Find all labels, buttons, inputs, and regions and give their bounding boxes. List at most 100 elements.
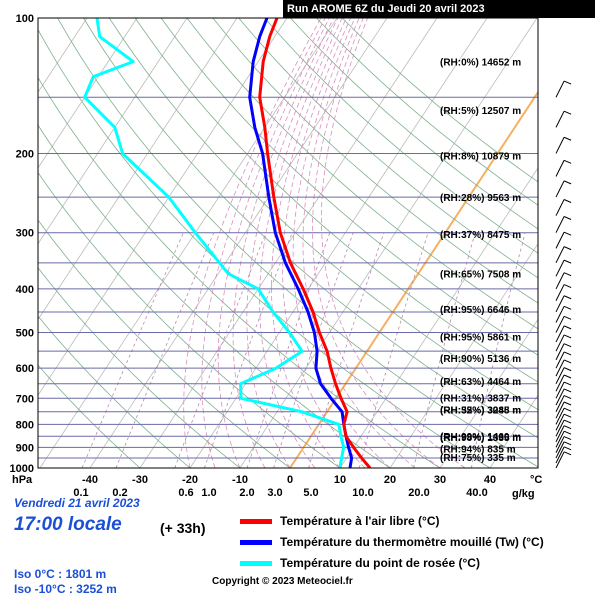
wind-barb	[555, 259, 565, 277]
wind-barb-flag	[563, 80, 572, 85]
wind-barb-flag	[563, 446, 572, 451]
temperature-tick-label: 20	[384, 474, 396, 486]
wind-barb-flag	[563, 272, 572, 277]
wind-barb	[555, 295, 565, 313]
level-rh-height-label: (RH:31%) 3837 m	[440, 393, 521, 404]
wind-barb-flag	[563, 284, 572, 289]
wind-barb-flag	[563, 159, 572, 164]
level-rh-height-label: (RH:94%) 835 m	[440, 444, 516, 455]
pressure-unit-label: hPa	[12, 474, 33, 486]
legend-label-wet-bulb: Température du thermomètre mouillé (Tw) …	[280, 535, 544, 549]
wind-barb	[555, 430, 565, 448]
isotherm-line	[38, 18, 288, 396]
legend-swatch-wet-bulb	[240, 539, 272, 545]
isotherm-line	[38, 18, 238, 321]
wind-barb	[555, 316, 565, 333]
wind-barb	[555, 199, 565, 216]
legend-item-dewpoint: Température du point de rosée (°C)	[240, 555, 480, 571]
mixing-ratio-tick-label: 10.0	[352, 487, 373, 499]
wind-barb-flag	[563, 381, 572, 386]
temperature-tick-label: -10	[232, 474, 248, 486]
mixing-ratio-tick-label: 1.0	[201, 487, 216, 499]
pressure-tick-label: 900	[16, 442, 34, 454]
wind-barb-flag	[563, 295, 572, 300]
wind-barb	[555, 216, 565, 233]
run-title: Run AROME 6Z du Jeudi 20 avril 2023	[283, 0, 595, 18]
wind-barb-flag	[563, 180, 572, 185]
wind-barb-flag	[563, 374, 572, 379]
wind-barb-flag	[563, 451, 572, 456]
level-rh-height-label: (RH:37%) 8475 m	[440, 230, 521, 241]
wind-barb	[555, 425, 565, 443]
wind-barb	[555, 351, 565, 369]
mixing-ratio-line	[358, 232, 429, 468]
mixing-ratio-line	[174, 232, 267, 468]
wind-barb	[555, 359, 565, 377]
legend-item-wet-bulb: Température du thermomètre mouillé (Tw) …	[240, 534, 544, 550]
wind-barb	[555, 231, 565, 249]
isotherm-line	[439, 318, 538, 468]
isotherm-line	[389, 243, 538, 468]
forecast-date: Vendredi 21 avril 2023	[14, 496, 140, 510]
wind-barb-flag	[563, 401, 572, 406]
wind-barb	[555, 436, 565, 453]
iso-zero-height: Iso 0°C : 1801 m	[14, 567, 107, 581]
copyright-notice: Copyright © 2023 Meteociel.fr	[212, 576, 353, 587]
mixing-ratio-tick-label: 40.0	[466, 487, 487, 499]
isotherm-line	[339, 167, 538, 468]
temperature-tick-label: 0	[287, 474, 293, 486]
level-rh-height-label: (RH:65%) 7508 m	[440, 270, 521, 281]
level-rh-height-label: (RH:95%) 6646 m	[440, 305, 521, 316]
wind-barb	[555, 381, 565, 399]
pressure-tick-label: 600	[16, 363, 34, 375]
wind-barb	[555, 395, 565, 413]
isotherm-line	[39, 18, 338, 468]
isotherm-line	[590, 18, 595, 468]
wind-barb-flag	[563, 430, 572, 435]
temperature-profile	[258, 18, 372, 468]
mixing-ratio-line	[204, 232, 293, 468]
wind-barb	[555, 137, 565, 154]
pressure-tick-label: 300	[16, 228, 34, 240]
level-rh-height-label: (RH:52%) 3085 m	[440, 405, 521, 416]
wind-barb	[555, 441, 565, 459]
wind-barb	[555, 451, 565, 469]
legend-item-temperature: Température à l'air libre (°C)	[240, 513, 439, 529]
wind-barb-flag	[563, 436, 572, 441]
pressure-tick-label: 1000	[10, 463, 34, 475]
mixing-ratio-tick-label: 0.6	[178, 487, 193, 499]
dewpoint-profile	[83, 18, 346, 468]
level-rh-height-label: (RH:28%) 9563 m	[440, 193, 521, 204]
wind-barb-flag	[563, 395, 572, 400]
mixing-ratio-tick-label: 3.0	[267, 487, 282, 499]
wind-barb	[555, 306, 565, 323]
wind-barb	[555, 413, 565, 431]
isotherm-line	[89, 18, 388, 468]
level-rh-height-label: (RH:98%) 1335 m	[440, 433, 521, 444]
level-rh-height-label: (RH:8%) 10879 m	[440, 151, 521, 162]
wind-barb	[555, 446, 565, 464]
mixing-ratio-tick-label: 2.0	[239, 487, 254, 499]
wind-barb	[555, 343, 565, 361]
wind-barb-flag	[563, 305, 572, 310]
wind-barb	[555, 160, 565, 177]
wind-barb	[555, 388, 565, 406]
plot-frame	[37, 17, 539, 469]
iso-minus10-height: Iso -10°C : 3252 m	[14, 582, 117, 596]
temperature-tick-label: 30	[434, 474, 446, 486]
mixing-ratio-tick-label: 5.0	[303, 487, 318, 499]
wind-barb-flag	[563, 315, 572, 320]
wind-barb-flag	[563, 441, 572, 446]
mixing-ratio-tick-label: 0.1	[73, 487, 88, 499]
legend-swatch-temperature	[240, 518, 272, 524]
forecast-time: 17:00 locale	[14, 514, 122, 535]
wind-barb-flag	[563, 325, 572, 330]
temperature-unit-label: °C	[530, 474, 542, 486]
pressure-tick-label: 400	[16, 284, 34, 296]
wind-barb-flag	[563, 367, 572, 372]
level-rh-height-label: (RH:90%) 5136 m	[440, 354, 521, 365]
mixing-ratio-tick-label: 0.2	[112, 487, 127, 499]
wind-barb	[555, 272, 565, 290]
level-rh-height-label: (RH:95%) 5861 m	[440, 332, 521, 343]
